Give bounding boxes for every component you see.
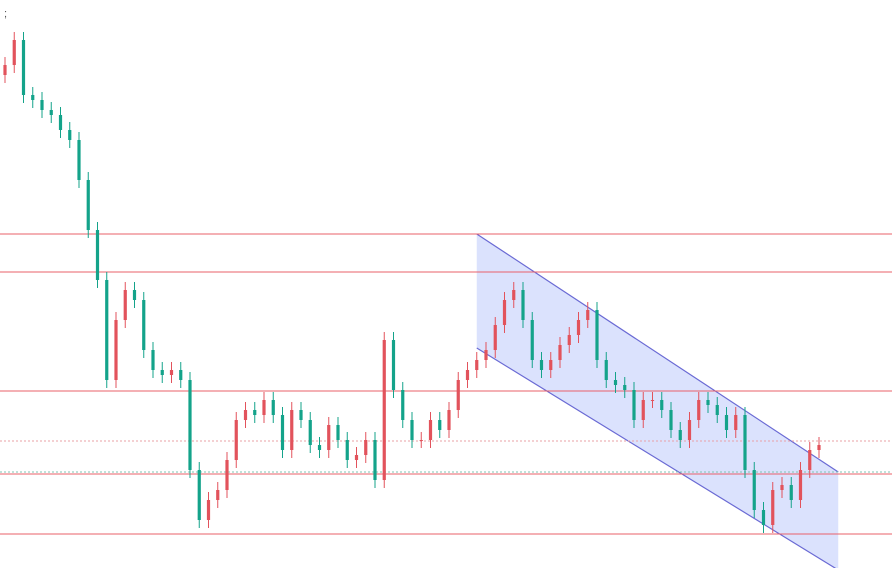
candle-body (641, 400, 645, 420)
candle-body (234, 420, 238, 460)
candle-body (262, 400, 266, 415)
channel-lower (476, 347, 837, 568)
candle-body (438, 420, 442, 430)
candle-body (530, 320, 534, 360)
candle-body (336, 425, 340, 440)
candle-body (216, 490, 220, 500)
candle-body (715, 405, 719, 415)
candle-body (160, 370, 164, 375)
candle-body (697, 400, 701, 420)
candle-body (3, 65, 7, 75)
candle-body (123, 290, 127, 320)
candle-body (428, 420, 433, 440)
candle-body (623, 385, 627, 390)
candle-body (114, 320, 118, 380)
channel-fill (476, 234, 839, 568)
candle-body (613, 380, 618, 385)
candle-body (151, 350, 155, 370)
candle-body (604, 360, 608, 380)
candle-body (706, 400, 710, 405)
candle-body (539, 360, 544, 370)
candle-body (317, 445, 322, 450)
candle-body (493, 325, 497, 350)
candle-body (401, 390, 405, 420)
candle-body (789, 485, 793, 500)
candle-body (798, 470, 803, 500)
candle-body (512, 290, 516, 300)
candle-body (21, 40, 26, 95)
candle-body (391, 340, 396, 390)
candle-body (58, 115, 63, 130)
chart-label: ; (4, 8, 7, 20)
candle-body (86, 180, 90, 230)
candle-body (475, 360, 479, 370)
candle-body (567, 335, 571, 345)
candle-body (271, 400, 275, 415)
candle-body (142, 300, 146, 350)
candle-body (243, 410, 248, 420)
candle-body (308, 420, 312, 445)
candle-body (225, 460, 229, 490)
candle-body (595, 310, 599, 360)
candle-body (558, 345, 562, 360)
candle-body (327, 425, 331, 450)
candle-body (465, 370, 470, 380)
candle-body (410, 420, 414, 440)
candle-body (105, 280, 109, 380)
candle-body (419, 440, 423, 441)
candle-body (179, 370, 183, 380)
candle-body (669, 410, 673, 430)
candle-body (817, 445, 821, 450)
candle-body (373, 440, 377, 480)
candle-body (280, 415, 285, 450)
candle-body (188, 380, 192, 470)
candle-body (632, 390, 636, 420)
candle-body (345, 440, 349, 460)
candle-body (456, 380, 460, 410)
candle-body (586, 310, 590, 320)
candle-body (95, 230, 100, 280)
candle-body (299, 410, 303, 420)
candle-body (521, 290, 525, 320)
candle-body (169, 370, 174, 375)
candle-body (660, 400, 664, 410)
candle-body (364, 440, 368, 455)
candle-body (40, 100, 44, 110)
candle-body (650, 400, 655, 401)
candle-body (780, 485, 784, 490)
channel-upper (476, 233, 839, 473)
candle-body (354, 455, 359, 460)
candle-body (77, 140, 81, 180)
candle-body (678, 430, 682, 440)
candle-body (808, 450, 812, 470)
candle-body (447, 410, 451, 430)
candle-body (206, 500, 211, 520)
candle-body (253, 410, 257, 415)
candle-body (502, 300, 507, 325)
candle-body (132, 290, 137, 300)
candle-body (31, 95, 35, 100)
candle-body (761, 510, 766, 525)
candle-body (484, 350, 488, 360)
candle-body (12, 40, 16, 65)
candle-body (576, 320, 581, 335)
candle-body (687, 420, 692, 440)
candle-body (743, 415, 747, 470)
candle-body (382, 340, 386, 480)
candle-body (197, 470, 201, 520)
candle-body (734, 415, 738, 430)
candle-body (549, 360, 553, 370)
candle-body (290, 410, 294, 450)
candle-body (752, 470, 756, 510)
candle-body (49, 110, 53, 115)
candle-body (724, 415, 729, 430)
candle-body (771, 490, 775, 525)
candle-body (68, 130, 72, 140)
